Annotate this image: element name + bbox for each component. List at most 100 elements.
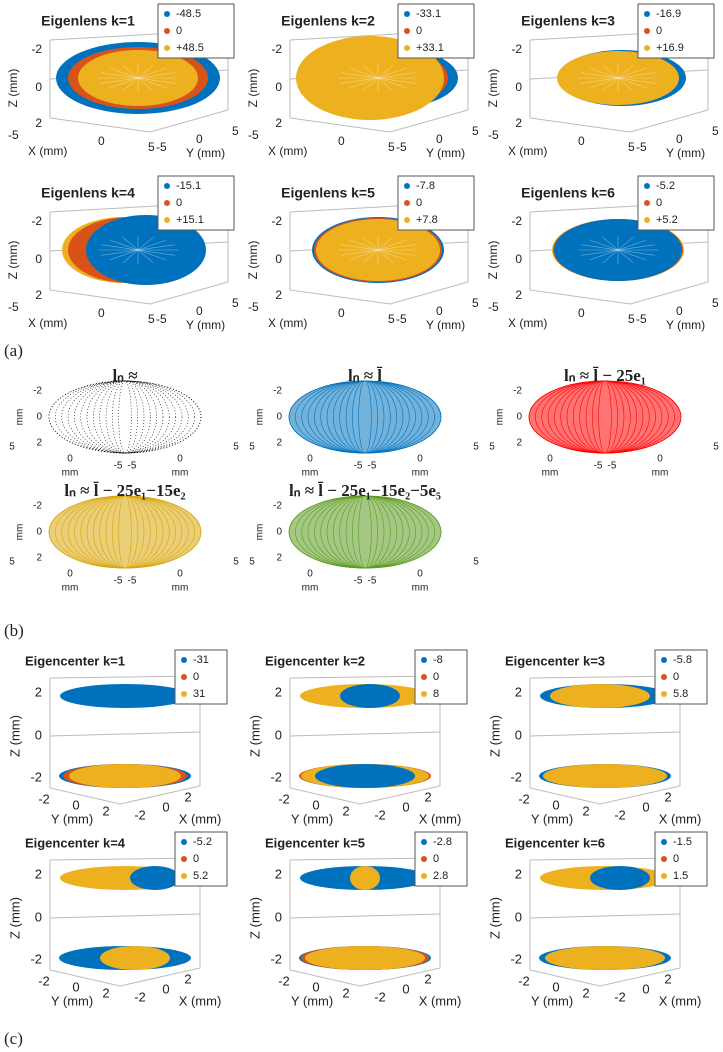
- y-tick-label: 0: [196, 132, 203, 146]
- x-tick-label: -5: [488, 300, 499, 314]
- y-tick-label: -2: [278, 791, 290, 806]
- plot-title: lₙ ≈ l̄ − 25e₁: [564, 366, 646, 385]
- legend-marker: [404, 183, 410, 189]
- lens-surface: [86, 215, 206, 285]
- legend-marker: [404, 45, 410, 51]
- legend-entry: 31: [193, 688, 205, 700]
- mesh-meridian: [61, 380, 189, 454]
- y-tick-label: 0: [177, 569, 183, 580]
- y-tick-label: -5: [396, 312, 407, 326]
- z-tick-label: -2: [33, 501, 42, 512]
- bottom-surface: [100, 946, 170, 970]
- y-tick-label: 5: [232, 124, 239, 138]
- mesh-line: [101, 244, 175, 256]
- legend-marker: [421, 657, 427, 663]
- lens-shape: [288, 380, 442, 454]
- axis-label: Z (mm): [486, 69, 500, 108]
- mesh-line: [122, 64, 154, 92]
- axis-label: mm: [412, 468, 429, 479]
- z-tick-label: 0: [515, 909, 522, 924]
- axis-label: mm: [302, 468, 319, 479]
- mesh-line: [122, 236, 154, 264]
- mesh-meridian: [48, 380, 202, 454]
- x-tick-label: -5: [248, 300, 259, 314]
- legend-entry: 0: [416, 25, 422, 37]
- panel-label: (a): [4, 341, 23, 360]
- axis-label: Z (mm): [487, 715, 502, 757]
- x-tick-label: -5: [354, 461, 363, 472]
- y-tick-label: -2: [518, 973, 530, 988]
- mesh-line: [581, 72, 655, 84]
- legend-entry: 0: [176, 197, 182, 209]
- legend-entry: -5.2: [193, 836, 212, 848]
- z-tick-label: 0: [516, 412, 522, 423]
- mesh-meridian: [48, 495, 202, 569]
- x-tick-label: 0: [642, 981, 649, 996]
- panel-label: (b): [4, 621, 24, 640]
- z-tick-label: -2: [31, 42, 42, 56]
- z-tick-label: 2: [276, 438, 282, 449]
- z-tick-label: 0: [275, 727, 282, 742]
- mesh-line: [101, 72, 175, 84]
- z-tick-label: 0: [35, 909, 42, 924]
- mesh-line: [581, 72, 655, 84]
- y-tick-label: -5: [128, 576, 137, 587]
- legend-entry: 5.2: [193, 870, 208, 882]
- legend-marker: [421, 674, 427, 680]
- legend-entry: -5.2: [656, 180, 675, 192]
- legend-entry: +48.5: [176, 42, 204, 54]
- mesh-meridian: [67, 380, 183, 454]
- plot-title: Eigencenter k=1: [25, 653, 125, 668]
- z-tick-label: -2: [271, 214, 282, 228]
- legend-marker: [404, 200, 410, 206]
- legend-entry: 0: [193, 671, 199, 683]
- plot-title: Eigencenter k=6: [505, 835, 605, 850]
- legend-entry: 0: [176, 25, 182, 37]
- axis-label: X (mm): [179, 811, 222, 826]
- legend-entry: +5.2: [656, 214, 678, 226]
- legend-marker: [644, 217, 650, 223]
- plot-title: Eigenlens k=4: [41, 185, 135, 201]
- y-tick-label: 2: [342, 985, 349, 1000]
- z-tick-label: -2: [271, 42, 282, 56]
- y-tick-label: -5: [368, 576, 377, 587]
- legend-marker: [421, 856, 427, 862]
- z-tick-label: 2: [275, 288, 282, 302]
- x-tick-label: 5: [148, 312, 155, 326]
- y-tick-label: 0: [657, 454, 663, 465]
- x-tick-label: 5: [388, 312, 395, 326]
- axis-label: mm: [495, 409, 506, 426]
- y-tick-label: 5: [473, 442, 479, 453]
- bottom-surface: [315, 764, 415, 788]
- axis-label: X (mm): [508, 316, 547, 330]
- legend-entry: 1.5: [673, 870, 688, 882]
- legend-marker: [181, 873, 187, 879]
- legend-marker: [644, 183, 650, 189]
- plot-title: Eigenlens k=2: [281, 13, 375, 29]
- x-tick-label: 0: [98, 134, 105, 148]
- y-tick-label: 5: [233, 557, 239, 568]
- y-tick-label: -5: [396, 140, 407, 154]
- mesh-meridian: [288, 380, 442, 454]
- y-tick-label: -5: [636, 140, 647, 154]
- top-surface: [590, 866, 650, 890]
- z-tick-label: 0: [35, 252, 42, 266]
- lens-surface: [554, 219, 682, 281]
- y-tick-label: -5: [636, 312, 647, 326]
- y-tick-label: 0: [417, 569, 423, 580]
- mesh-line: [362, 64, 394, 92]
- legend-marker: [181, 691, 187, 697]
- z-tick-label: 2: [36, 553, 42, 564]
- bottom-surface: [305, 946, 425, 970]
- axis-label: mm: [62, 583, 79, 594]
- x-tick-label: 2: [424, 789, 431, 804]
- legend-entry: +15.1: [176, 214, 204, 226]
- mesh-line: [362, 64, 394, 92]
- legend-marker: [661, 657, 667, 663]
- x-tick-label: 0: [578, 306, 585, 320]
- plot-title: Eigencenter k=4: [25, 835, 126, 850]
- lens-surface: [78, 50, 198, 106]
- legend-entry: 0: [416, 197, 422, 209]
- legend-entry: 0: [433, 853, 439, 865]
